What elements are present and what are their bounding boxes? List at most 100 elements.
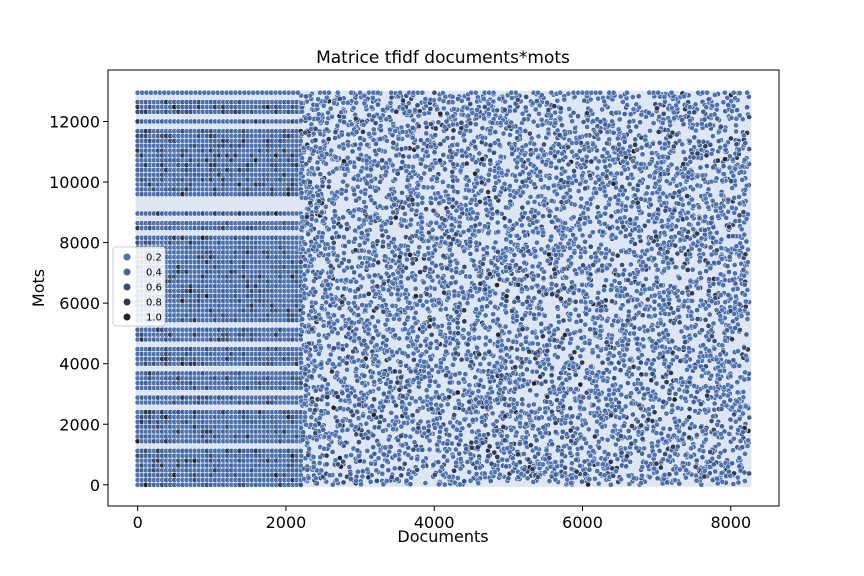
data-point: [641, 222, 648, 229]
data-point: [297, 351, 304, 357]
data-point: [416, 244, 423, 251]
data-point: [478, 139, 485, 146]
data-point: [324, 401, 331, 407]
data-point: [297, 448, 304, 454]
data-point: [660, 259, 666, 265]
data-point: [524, 366, 530, 373]
data-point: [311, 358, 318, 364]
data-point: [461, 137, 468, 144]
data-point: [638, 111, 645, 118]
data-point: [651, 298, 658, 305]
data-point: [328, 147, 335, 154]
data-point: [695, 220, 701, 227]
data-point: [449, 169, 456, 175]
data-point: [325, 184, 332, 190]
data-point: [511, 252, 518, 258]
data-point: [540, 213, 546, 219]
data-point: [334, 285, 341, 291]
data-point: [653, 274, 660, 281]
data-point: [676, 319, 683, 326]
data-point: [353, 197, 359, 204]
data-point: [577, 254, 584, 260]
data-point: [607, 481, 614, 488]
data-point: [574, 425, 581, 432]
data-point: [575, 113, 581, 119]
data-point: [392, 176, 398, 183]
data-point: [672, 264, 679, 271]
data-point: [461, 295, 467, 301]
data-point: [594, 295, 601, 302]
data-point: [379, 470, 386, 477]
data-point: [463, 160, 470, 167]
data-point: [439, 179, 446, 185]
data-point: [344, 366, 350, 373]
data-point: [494, 282, 500, 288]
data-point: [609, 256, 615, 263]
data-point: [396, 368, 403, 375]
data-point: [651, 409, 658, 416]
data-point: [351, 163, 358, 170]
data-point: [464, 300, 471, 307]
data-point: [355, 468, 361, 475]
data-point: [535, 133, 542, 140]
data-point: [379, 463, 386, 469]
data-point: [405, 353, 411, 359]
data-point: [466, 382, 473, 389]
data-point: [466, 469, 473, 475]
chart-title: Matrice tfidf documents*mots: [316, 48, 570, 68]
data-point: [410, 350, 417, 357]
data-point: [660, 425, 667, 432]
data-point: [663, 379, 670, 385]
data-point: [396, 465, 403, 472]
data-point: [456, 420, 463, 427]
data-point: [744, 287, 751, 293]
plot-area: [108, 70, 779, 506]
data-point: [345, 300, 352, 306]
data-point: [307, 406, 313, 413]
data-point: [400, 204, 406, 211]
data-point: [578, 195, 585, 202]
data-point: [490, 98, 497, 105]
data-point: [525, 199, 531, 206]
data-point: [477, 361, 484, 367]
data-point: [606, 387, 612, 393]
data-point: [571, 168, 577, 174]
data-point: [625, 380, 631, 386]
data-point: [329, 449, 336, 455]
data-point: [409, 260, 416, 267]
data-point: [746, 146, 753, 152]
data-point: [469, 428, 475, 435]
data-point: [531, 199, 538, 205]
data-point: [646, 453, 653, 459]
data-point: [383, 342, 389, 349]
data-point: [297, 336, 304, 343]
data-point: [373, 478, 380, 484]
data-point: [519, 222, 525, 229]
data-point: [493, 194, 499, 201]
data-point: [342, 243, 348, 249]
data-point: [359, 473, 366, 480]
data-point: [407, 433, 414, 440]
data-point: [643, 276, 649, 282]
data-point: [572, 306, 579, 313]
data-point: [533, 445, 539, 452]
data-point: [501, 385, 508, 392]
data-point: [427, 266, 434, 273]
data-point: [679, 289, 686, 296]
data-point: [652, 228, 658, 235]
data-point: [640, 413, 647, 419]
data-point: [404, 177, 411, 183]
data-point: [329, 368, 335, 375]
data-point: [639, 151, 646, 158]
data-point: [383, 457, 390, 464]
data-point: [552, 429, 559, 435]
data-point: [611, 375, 618, 381]
data-point: [300, 310, 306, 316]
data-point: [680, 149, 687, 155]
data-point: [647, 127, 653, 134]
data-point: [410, 117, 417, 124]
data-point: [569, 460, 575, 467]
data-point: [571, 249, 578, 256]
data-point: [666, 471, 673, 478]
data-point: [639, 352, 645, 358]
